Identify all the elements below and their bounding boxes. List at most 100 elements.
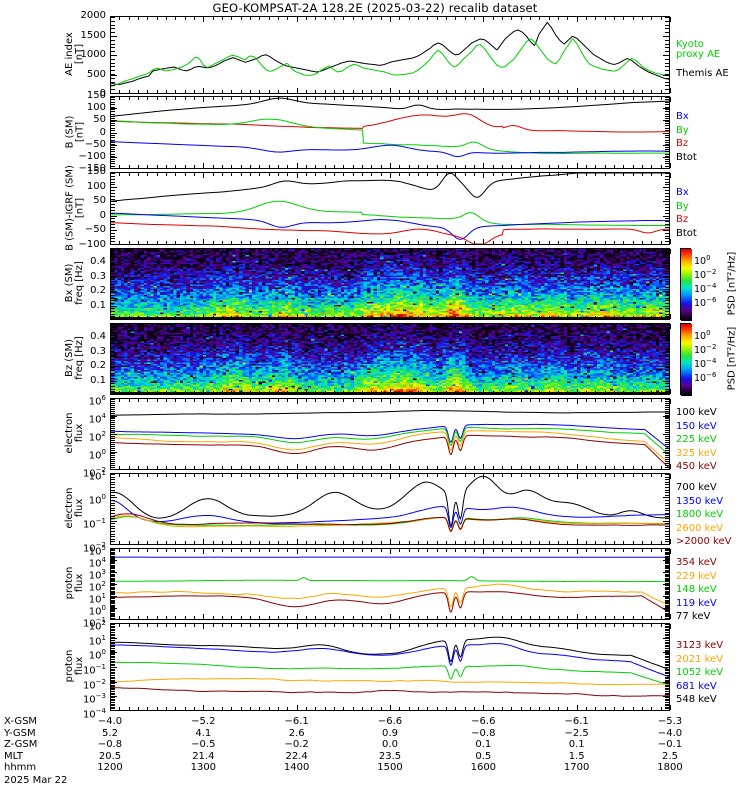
xtick bbox=[427, 549, 429, 552]
xtick bbox=[464, 549, 466, 552]
xtick bbox=[231, 549, 233, 552]
xtick bbox=[315, 90, 317, 93]
xtick bbox=[315, 399, 317, 402]
xtick bbox=[455, 624, 457, 627]
tick bbox=[665, 702, 669, 703]
xtick bbox=[119, 474, 121, 477]
ytick-bx-spectrogram-2: 0.2 bbox=[90, 285, 106, 297]
xtick bbox=[315, 616, 317, 619]
xtick bbox=[222, 616, 223, 619]
xtick bbox=[296, 399, 298, 404]
xtick bbox=[632, 17, 634, 20]
xtick bbox=[492, 707, 494, 710]
tick bbox=[111, 55, 115, 56]
tick bbox=[665, 168, 669, 169]
tick bbox=[665, 270, 669, 272]
tick bbox=[111, 441, 115, 443]
tick bbox=[111, 77, 115, 79]
xtick bbox=[427, 391, 429, 394]
tick bbox=[111, 671, 115, 673]
xtick bbox=[194, 241, 195, 244]
xtick bbox=[418, 17, 419, 20]
tick bbox=[111, 551, 115, 553]
xtick bbox=[352, 399, 354, 402]
xtick bbox=[492, 165, 494, 168]
xaxis-value-x-gsm-1: −5.2 bbox=[191, 716, 216, 727]
tick bbox=[665, 39, 669, 41]
xtick bbox=[474, 324, 475, 327]
xtick bbox=[119, 316, 121, 319]
xtick bbox=[548, 707, 550, 710]
xtick bbox=[455, 17, 457, 20]
tick bbox=[665, 643, 669, 645]
tick bbox=[665, 457, 669, 459]
xtick bbox=[371, 707, 373, 710]
xtick bbox=[240, 90, 242, 93]
xtick bbox=[240, 173, 242, 176]
xtick bbox=[623, 241, 625, 244]
tick bbox=[665, 624, 669, 625]
xtick bbox=[660, 391, 662, 394]
xtick bbox=[110, 163, 111, 168]
xtick bbox=[222, 241, 223, 244]
xtick bbox=[632, 316, 634, 319]
xtick bbox=[212, 624, 214, 627]
tick bbox=[665, 580, 669, 582]
legend-item-electron-flux-low-3: 325 keV bbox=[676, 447, 717, 459]
tick bbox=[665, 361, 669, 363]
tick bbox=[665, 569, 669, 571]
tick bbox=[111, 700, 115, 702]
tick bbox=[665, 604, 669, 606]
cbtick-bz-spectrogram-2: 10−4 bbox=[694, 356, 717, 370]
tick bbox=[111, 667, 115, 668]
xtick bbox=[567, 391, 569, 394]
tick bbox=[665, 651, 669, 653]
xtick bbox=[287, 173, 289, 176]
xtick bbox=[418, 249, 419, 252]
xtick bbox=[446, 17, 447, 20]
xtick bbox=[250, 541, 251, 544]
tick bbox=[665, 134, 669, 136]
xtick bbox=[427, 165, 429, 168]
xtick bbox=[670, 614, 671, 619]
tick bbox=[665, 204, 669, 206]
tick bbox=[111, 502, 115, 504]
tick bbox=[665, 432, 669, 434]
tick bbox=[665, 66, 669, 68]
tick bbox=[665, 459, 669, 461]
xtick bbox=[651, 624, 653, 627]
xtick bbox=[539, 165, 541, 168]
tick bbox=[665, 465, 669, 467]
tick bbox=[665, 502, 669, 504]
tick bbox=[665, 563, 669, 565]
ytick-electron-flux-high-3: 10−2 bbox=[82, 541, 106, 555]
xtick bbox=[110, 549, 111, 554]
xtick bbox=[278, 474, 279, 477]
tick bbox=[665, 286, 669, 288]
tick bbox=[665, 120, 669, 122]
xtick bbox=[623, 474, 625, 477]
tick bbox=[665, 507, 669, 509]
tick bbox=[665, 628, 669, 630]
xtick bbox=[548, 399, 550, 402]
tick bbox=[665, 422, 669, 424]
xtick bbox=[530, 616, 531, 619]
xtick bbox=[502, 549, 503, 552]
xtick bbox=[511, 624, 513, 627]
xtick bbox=[651, 241, 653, 244]
xtick bbox=[586, 541, 587, 544]
xtick bbox=[352, 474, 354, 477]
tick bbox=[665, 671, 669, 673]
xtick bbox=[250, 17, 251, 20]
xtick bbox=[259, 624, 261, 627]
xtick bbox=[259, 241, 261, 244]
xtick bbox=[660, 624, 662, 627]
ytick-minor-ladder bbox=[665, 324, 669, 395]
xtick bbox=[315, 324, 317, 327]
tick bbox=[665, 678, 669, 680]
xtick bbox=[343, 173, 345, 176]
xtick bbox=[184, 165, 186, 168]
xtick bbox=[119, 17, 121, 20]
xtick bbox=[371, 165, 373, 168]
tick bbox=[111, 597, 115, 598]
